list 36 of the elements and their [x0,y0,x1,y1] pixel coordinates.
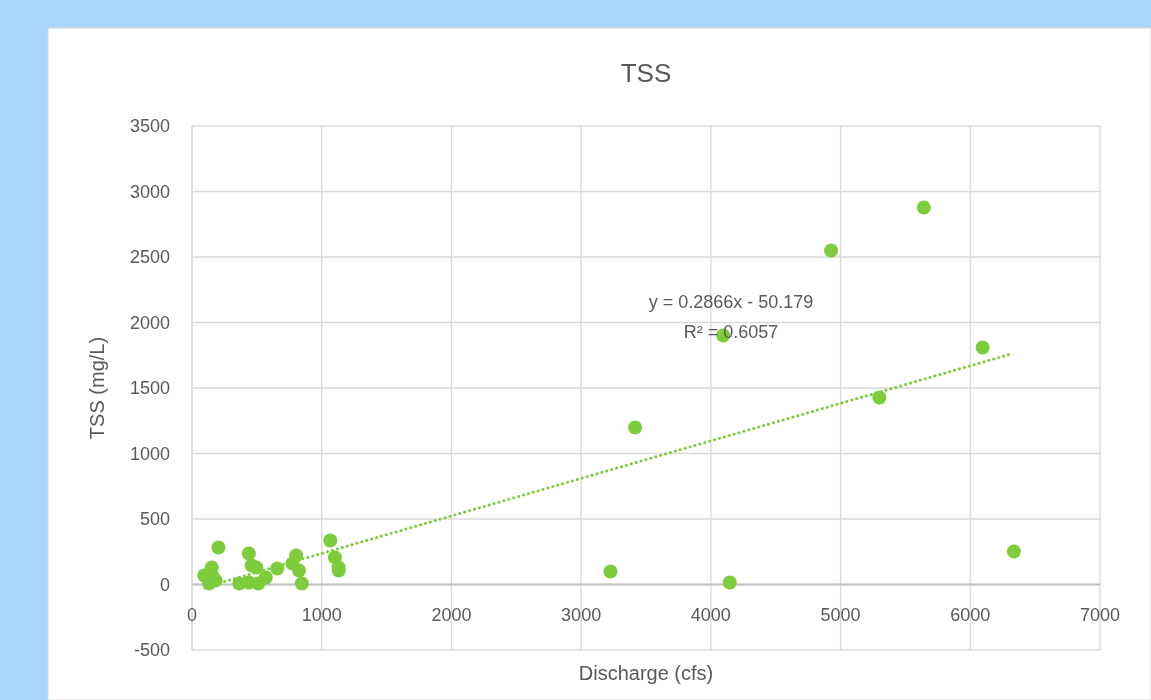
point [628,420,643,435]
y-axis-title: TSS (mg/L) [86,336,108,440]
y-tick-label: 1500 [129,378,170,399]
x-tick-label: 2000 [431,604,472,625]
x-tick-label: 3000 [561,604,602,625]
point [1006,544,1021,559]
y-tick-label: 3500 [129,116,170,137]
point [916,200,931,215]
annotation: R² = 0.6057 [683,322,779,342]
x-axis-title: Discharge (cfs) [578,662,714,684]
x-tick-label: 6000 [950,604,991,625]
chart-title: TSS [620,58,672,88]
point [294,576,309,591]
y-tick-label: 1000 [129,443,170,464]
point [292,563,307,578]
point [722,575,737,590]
point [824,243,839,258]
y-tick-label: 2000 [129,312,170,333]
x-tick-label: 0 [186,604,198,625]
point [603,564,618,579]
y-tick-label: 500 [139,509,170,530]
x-tick-label: 1000 [301,604,342,625]
y-tick-label: 3000 [129,181,170,202]
x-tick-label: 4000 [690,604,731,625]
x-tick-label: 7000 [1079,604,1121,625]
point [211,540,226,555]
y-tick-label: -500 [133,640,170,661]
point [258,570,273,585]
x-tick-label: 5000 [820,604,861,625]
annotation: y = 0.2866x - 50.179 [648,292,814,312]
point [872,390,887,405]
point [241,546,256,561]
y-tick-label: 2500 [129,247,170,268]
point [975,340,990,355]
point [323,533,338,548]
y-tick-label: 0 [159,574,170,595]
